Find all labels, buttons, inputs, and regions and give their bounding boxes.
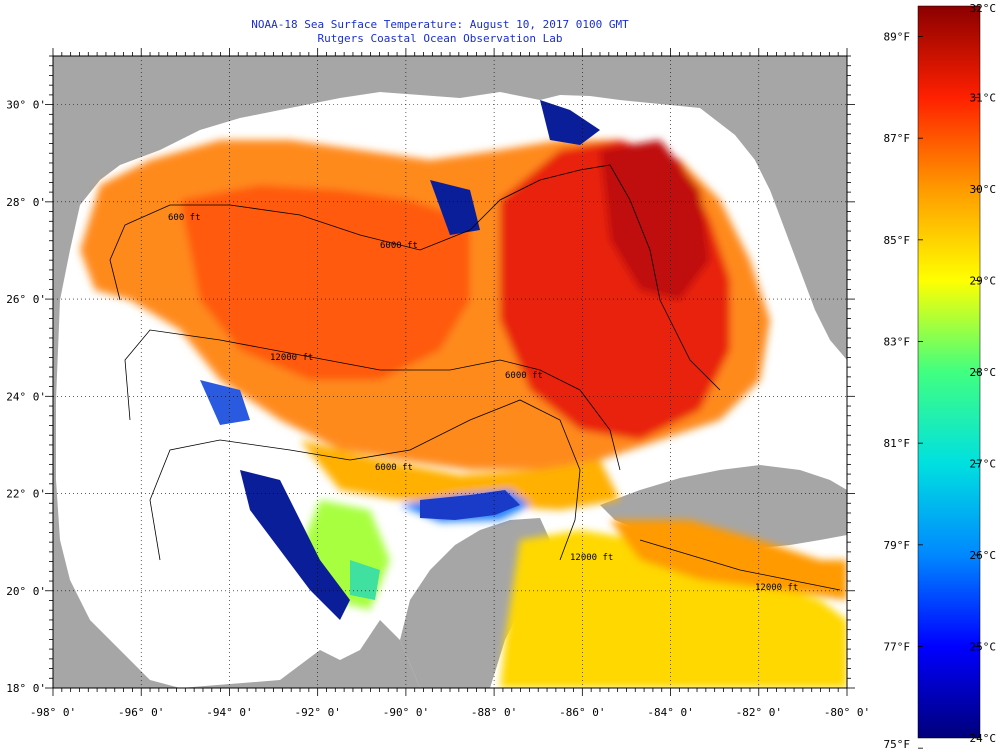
celsius-label: 26°C [970,549,997,562]
colorbar: 32°C 31°C 30°C 29°C 28°C 27°C 26°C 25°C 24°C 89°F… [884,2,997,751]
axis-ticks: -98° 0' -96° 0' -94° 0' -92° 0' -90° 0' -88° … [6,48,870,719]
fahrenheit-label: 81°F [884,437,911,450]
lon-tick-label: -92° 0' [294,706,340,719]
map-panel [53,56,847,688]
fahrenheit-label: 89°F [884,31,911,44]
lat-tick-label: 24° 0' [6,390,46,403]
lon-tick-label: -80° 0' [824,706,870,719]
celsius-label: 28°C [970,366,997,379]
contour-labels: 600 ft 6000 ft 12000 ft 6000 ft 6000 ft … [168,213,798,593]
lat-tick-label: 30° 0' [6,99,46,112]
contour-label: 12000 ft [755,583,798,593]
fahrenheit-label: 75°F [884,738,911,751]
contour-label: 6000 ft [505,371,543,381]
celsius-label: 32°C [970,2,997,15]
contour-label: 6000 ft [380,241,418,251]
colorbar-ramp [917,5,981,739]
contour-label: 6000 ft [375,463,413,473]
fahrenheit-label: 87°F [884,132,911,145]
map-title: NOAA-18 Sea Surface Temperature: August … [251,18,629,31]
contour-label: 12000 ft [270,353,313,363]
lat-tick-label: 26° 0' [6,293,46,306]
fahrenheit-label: 83°F [884,336,911,349]
lat-tick-label: 22° 0' [6,488,46,501]
yucatan-land [400,518,550,688]
cold-patches [200,100,600,620]
contour-label: 12000 ft [570,553,613,563]
celsius-label: 30°C [970,183,997,196]
lon-tick-label: -96° 0' [118,706,164,719]
fahrenheit-label: 79°F [884,539,911,552]
lat-tick-label: 18° 0' [6,682,46,695]
celsius-label: 24°C [970,732,997,745]
lon-tick-label: -88° 0' [471,706,517,719]
map-frame [52,55,848,689]
lon-tick-label: -84° 0' [647,706,693,719]
celsius-label: 29°C [970,275,997,288]
lon-tick-label: -98° 0' [30,706,76,719]
lat-tick-label: 20° 0' [6,585,46,598]
celsius-label: 27°C [970,458,997,471]
lon-tick-label: -82° 0' [736,706,782,719]
lat-tick-label: 28° 0' [6,196,46,209]
fahrenheit-label: 85°F [884,234,911,247]
lon-tick-label: -86° 0' [559,706,605,719]
fahrenheit-label: 77°F [884,641,911,654]
contour-label: 600 ft [168,213,201,223]
lon-tick-label: -90° 0' [383,706,429,719]
bathymetry-contours [109,164,841,591]
lon-tick-label: -94° 0' [206,706,252,719]
florida-land [700,82,847,360]
map-subtitle: Rutgers Coastal Ocean Observation Lab [317,32,563,45]
celsius-label: 31°C [970,92,997,105]
graticule [53,56,847,688]
celsius-label: 25°C [970,641,997,654]
